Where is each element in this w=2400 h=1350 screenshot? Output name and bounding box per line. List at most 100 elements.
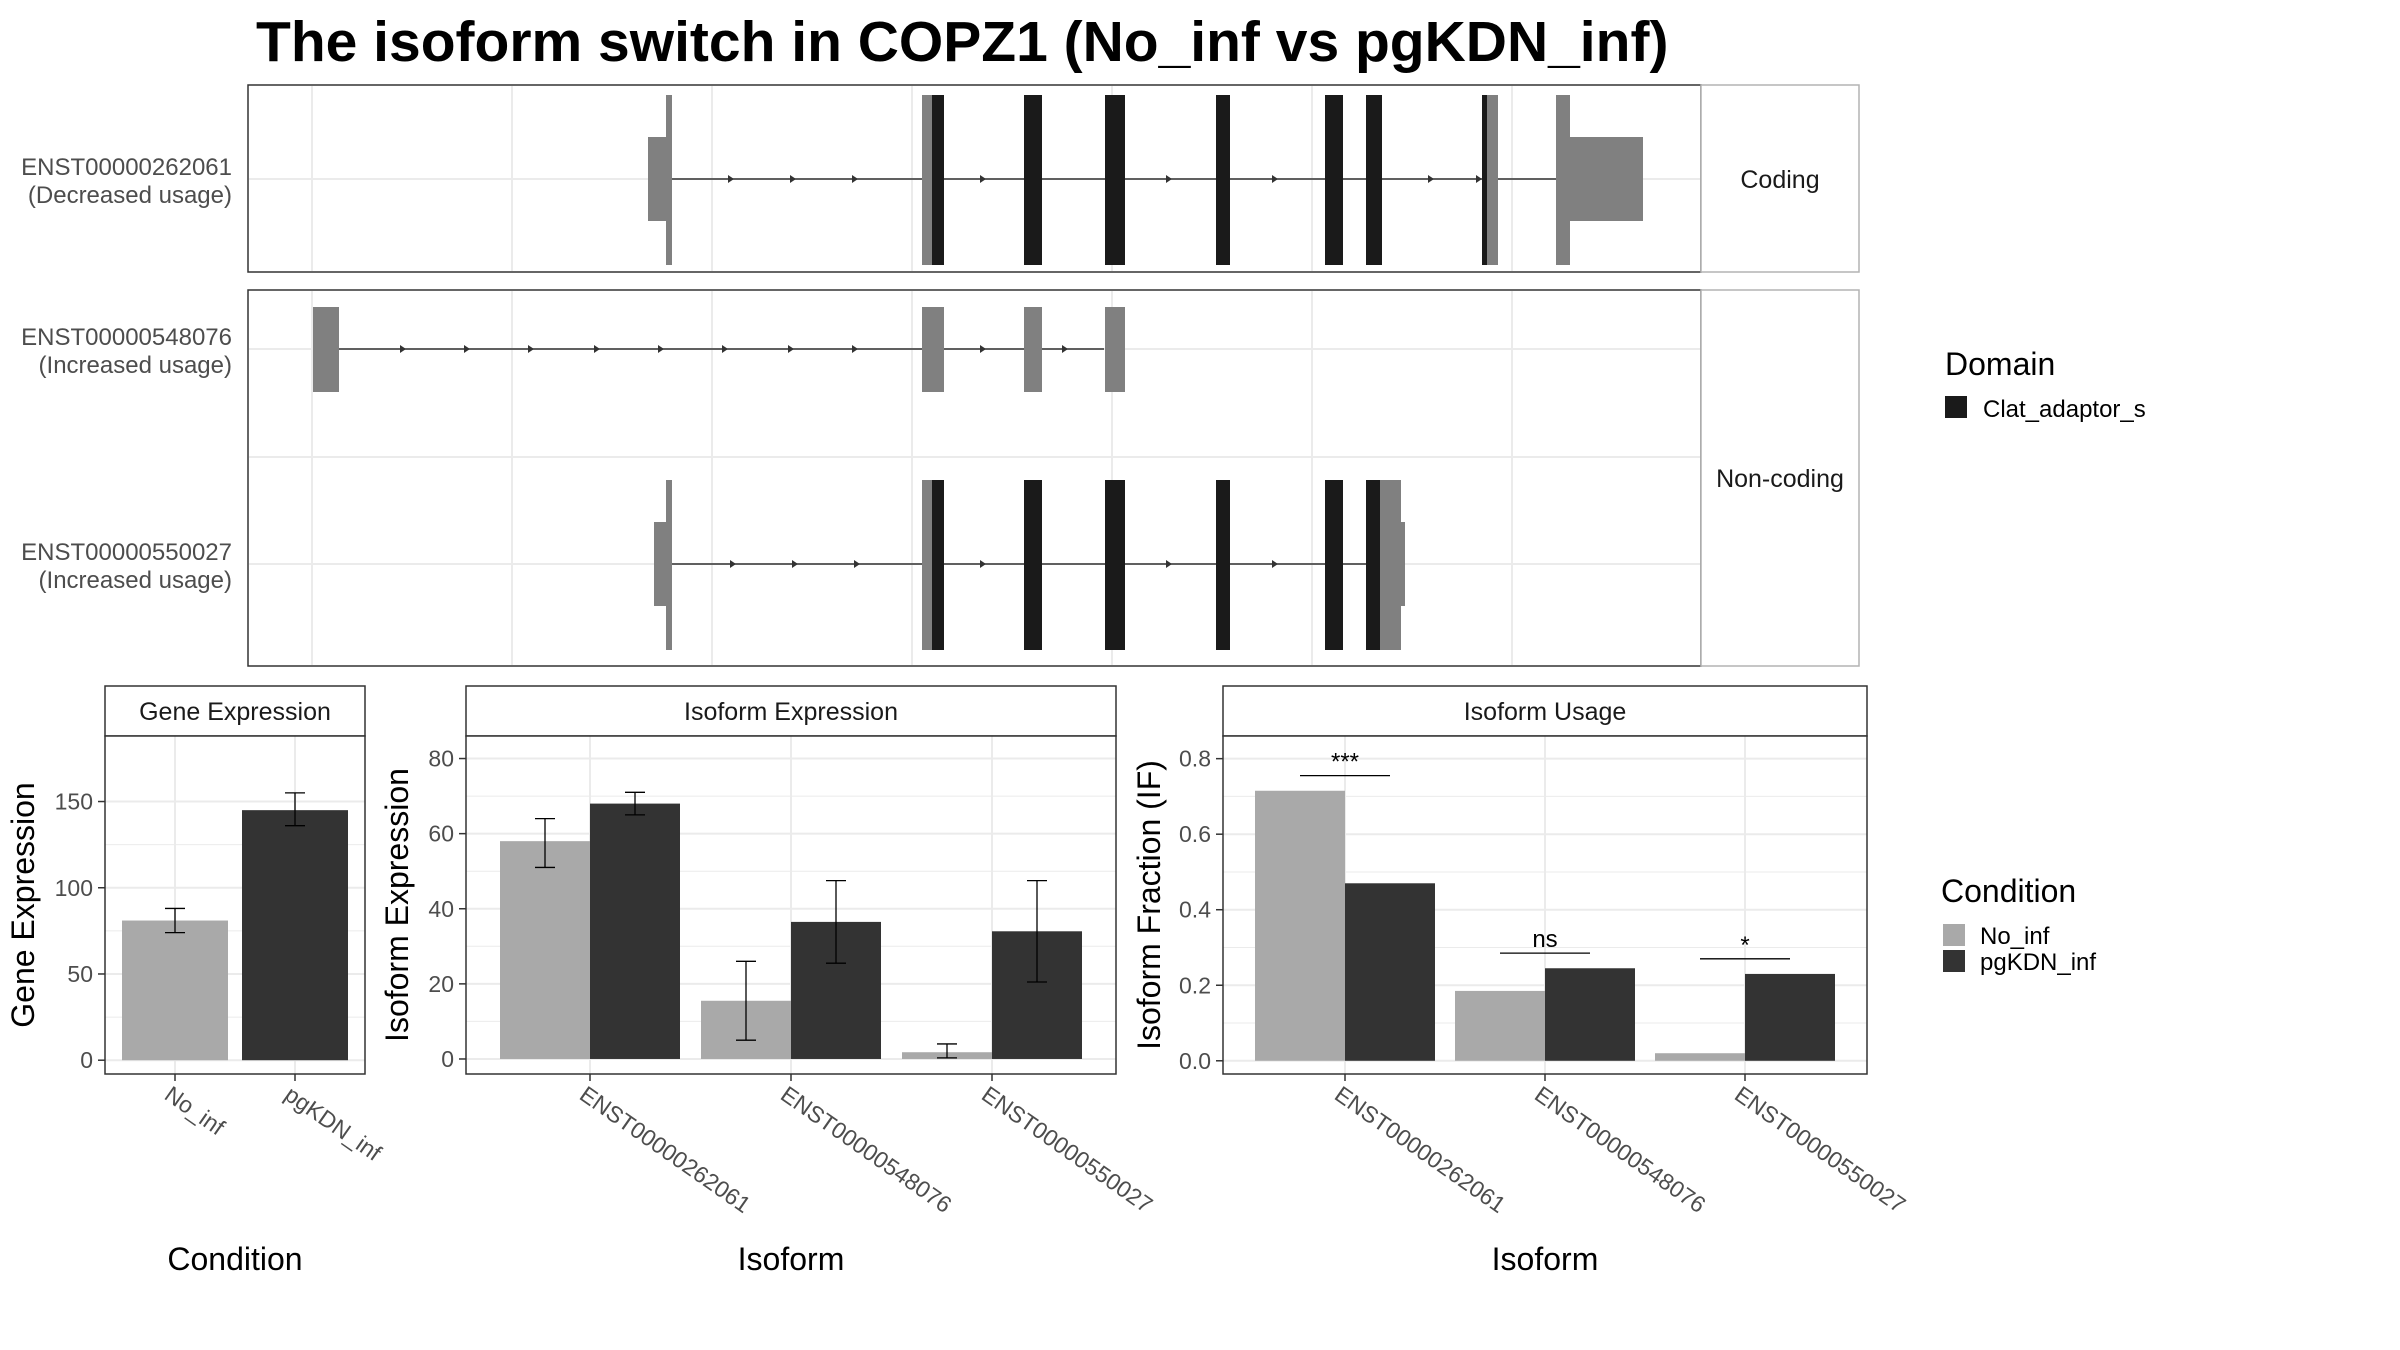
bar: [1455, 990, 1545, 1061]
y-tick-label: 60: [428, 821, 454, 847]
x-tick-label: ENST00000262061: [575, 1081, 755, 1218]
error-bar: [165, 907, 185, 934]
utr-exon: [1401, 522, 1405, 606]
gene-expression-ylabel: Gene Expression: [5, 782, 41, 1027]
figure-title: The isoform switch in COPZ1 (No_inf vs p…: [256, 10, 1668, 74]
isoform-expression-ylabel: Isoform Expression: [379, 768, 415, 1042]
bar: [122, 920, 228, 1061]
y-tick-label: 80: [428, 746, 454, 772]
transcript-550027: [654, 480, 1405, 650]
x-tick-label: ENST00000550027: [1730, 1081, 1910, 1218]
exon: [313, 307, 339, 392]
strip-isoform-usage: [1222, 685, 1868, 737]
y-tick-label: 0.4: [1179, 897, 1211, 923]
domain-exon: [1216, 480, 1230, 650]
transcript-usage-550027: (Increased usage): [39, 567, 232, 594]
transcript-262061: [648, 95, 1643, 265]
intron-arrows: [400, 345, 1068, 353]
transcript-label-262061: ENST00000262061: [21, 154, 232, 181]
x-tick-label: ENST00000548076: [776, 1081, 956, 1218]
domain-legend-title: Domain: [1945, 346, 2055, 382]
utr-exon: [654, 522, 666, 606]
transcript-548076: [313, 307, 1125, 392]
strip-title-isoform-usage: Isoform Usage: [1464, 698, 1627, 726]
domain-legend-key: [1945, 396, 1967, 418]
condition-legend-label-pgkdn-inf: pgKDN_inf: [1980, 949, 2096, 976]
exon: [922, 307, 944, 392]
transcript-label-548076: ENST00000548076: [21, 324, 232, 351]
x-tick-label: ENST00000548076: [1530, 1081, 1710, 1218]
condition-legend: Condition No_inf pgKDN_inf: [1941, 873, 2096, 976]
exon: [666, 480, 672, 650]
domain-exon: [1366, 480, 1380, 650]
significance-label: ***: [1331, 749, 1359, 776]
exon: [1380, 480, 1401, 650]
strip-title-gene-expression: Gene Expression: [139, 698, 331, 726]
transcript-label-550027: ENST00000550027: [21, 539, 232, 566]
y-tick-label: 0: [441, 1046, 454, 1072]
x-tick-label: ENST00000550027: [977, 1081, 1157, 1218]
condition-legend-title: Condition: [1941, 873, 2076, 909]
isoform-expression-xlabel: Isoform: [738, 1241, 845, 1277]
exon: [1105, 307, 1125, 392]
intron-arrows: [728, 175, 1482, 183]
error-bar: [736, 960, 756, 1041]
exon: [1024, 307, 1042, 392]
y-tick-label: 0.6: [1179, 821, 1211, 847]
gene-expression-xlabel: Condition: [167, 1241, 302, 1277]
isoform-expression-bars: [500, 791, 1082, 1059]
strip-isoform-expression: [465, 685, 1117, 737]
significance-label: ns: [1532, 926, 1557, 953]
bar: [1255, 790, 1345, 1061]
strip-title-isoform-expression: Isoform Expression: [684, 698, 898, 726]
bar: [500, 841, 590, 1059]
bar: [590, 803, 680, 1059]
error-bar: [535, 817, 555, 869]
condition-legend-key-pgkdn-inf: [1943, 950, 1965, 972]
isoform-usage-bars: *** ns *: [1255, 749, 1835, 1061]
y-tick-label: 100: [55, 875, 93, 901]
intron-arrows: [730, 560, 1278, 568]
domain-exon: [1482, 95, 1487, 265]
facet-strip-coding: [1700, 84, 1860, 273]
y-tick-label: 0: [80, 1047, 93, 1073]
domain-exon: [932, 95, 944, 265]
transcript-label-548076-usage: (Increased usage): [39, 352, 232, 379]
y-tick-label: 150: [55, 789, 93, 815]
condition-legend-label-no-inf: No_inf: [1980, 923, 2050, 950]
y-tick-label: 50: [67, 961, 93, 987]
bar: [1545, 968, 1635, 1061]
domain-exon: [1105, 95, 1125, 265]
domain-exon: [1024, 95, 1042, 265]
noncoding-panel-bg: [247, 289, 1702, 667]
domain-exon: [1366, 95, 1382, 265]
transcript-usage-262061: (Decreased usage): [28, 182, 232, 209]
domain-exon: [1325, 480, 1343, 650]
y-tick-label: 40: [428, 896, 454, 922]
domain-exon: [932, 480, 944, 650]
significance-label: *: [1740, 932, 1749, 959]
domain-exon: [1105, 480, 1125, 650]
exon: [666, 95, 672, 265]
isoform-usage-ylabel: Isoform Fraction (IF): [1131, 760, 1167, 1050]
domain-exon: [1325, 95, 1343, 265]
utr-exon: [1570, 137, 1643, 221]
facet-label-noncoding: Non-coding: [1716, 465, 1844, 493]
error-bar: [1027, 879, 1047, 983]
y-tick-label: 0.8: [1179, 746, 1211, 772]
facet-strip-noncoding: [1700, 289, 1860, 667]
error-bar: [285, 792, 305, 827]
exon: [922, 95, 932, 265]
gene-expression-bars: [122, 792, 348, 1061]
x-tick-label: ENST00000262061: [1330, 1081, 1510, 1218]
utr-exon: [648, 137, 666, 221]
error-bar: [937, 1043, 957, 1059]
domain-legend-label: Clat_adaptor_s: [1983, 396, 2146, 423]
bar: [1655, 1053, 1745, 1061]
transcript-structure-panel: Coding Non-coding ENST00000262061 (Decre…: [21, 84, 1860, 667]
bar: [1745, 973, 1835, 1061]
y-tick-label: 0.0: [1179, 1048, 1211, 1074]
y-tick-label: 20: [428, 971, 454, 997]
gene-expression-frame: [104, 735, 366, 1075]
